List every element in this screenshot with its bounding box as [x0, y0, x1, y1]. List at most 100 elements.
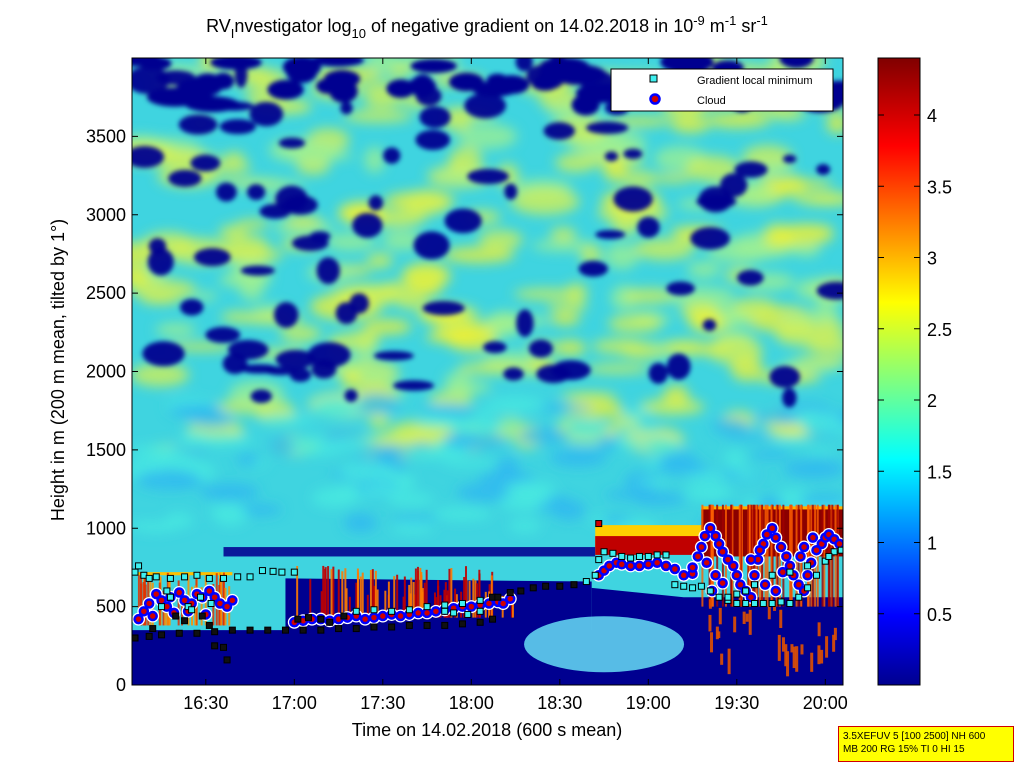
heatmap-cell: [613, 437, 645, 449]
heatmap-cell: [448, 418, 503, 436]
heatmap-cell: [383, 147, 401, 164]
cloud-marker: [745, 591, 757, 603]
gradient-minimum-marker: [149, 625, 157, 633]
heatmap-cell: [362, 318, 412, 335]
heatmap-cell: [811, 504, 814, 607]
heatmap-cell: [132, 66, 170, 94]
heatmap-cell: [655, 461, 711, 475]
heatmap-cell: [148, 238, 167, 255]
gradient-minimum-marker: [476, 618, 484, 626]
heatmap-cell: [779, 609, 783, 628]
cloud-marker: [811, 544, 822, 556]
heatmap-cell: [407, 77, 437, 96]
y-tick-label: 1000: [86, 518, 126, 538]
gradient-minimum-marker: [821, 557, 829, 565]
heatmap-cell: [200, 587, 203, 626]
heatmap-cell: [328, 437, 370, 451]
heatmap-cell: [585, 121, 629, 134]
heatmap-cell: [641, 436, 682, 453]
heatmap-cell: [402, 189, 451, 216]
heatmap-cell: [213, 504, 248, 527]
gradient-minimum-marker: [405, 621, 413, 629]
heatmap-cell: [826, 112, 843, 134]
gradient-minimum-marker: [476, 607, 484, 615]
gradient-minimum-marker: [340, 612, 348, 620]
heatmap-cell: [784, 644, 788, 667]
heatmap-cell: [341, 330, 381, 350]
heatmap-cell: [132, 146, 165, 168]
heatmap-cell: [311, 397, 363, 417]
x-tick-label: 20:00: [803, 693, 848, 713]
heatmap-cell: [219, 119, 256, 135]
heatmap-cell: [463, 576, 466, 618]
heatmap-cell: [468, 580, 471, 618]
heatmap-cell: [309, 579, 312, 618]
heatmap-cell: [806, 504, 809, 607]
gradient-minimum-marker: [733, 590, 741, 598]
y-tick-label: 2000: [86, 362, 126, 382]
heatmap-cell: [578, 260, 608, 277]
heatmap-cell: [409, 593, 412, 618]
heatmap-cell: [373, 585, 376, 618]
heatmap-cell: [739, 504, 742, 607]
heatmap-cell: [712, 504, 715, 607]
heatmap-cell: [510, 188, 580, 215]
heatmap-cell: [702, 319, 717, 332]
cloud-marker: [692, 551, 704, 562]
colorbar-tick-label: 0.5: [927, 605, 952, 625]
cloud-marker: [798, 541, 810, 553]
heatmap-cell: [776, 504, 779, 607]
gradient-minimum-marker: [220, 574, 228, 582]
gradient-minimum-marker: [768, 599, 776, 607]
heatmap-cell: [517, 427, 570, 445]
colorbar-tick-label: 2.5: [927, 320, 952, 340]
gradient-minimum-marker: [458, 620, 466, 628]
y-tick-label: 3000: [86, 205, 126, 225]
heatmap-cell: [537, 502, 562, 512]
legend-square-marker-icon: [649, 74, 658, 83]
gradient-minimum-marker: [269, 567, 277, 575]
heatmap-cell: [510, 594, 513, 618]
heatmap-cell: [278, 137, 306, 149]
gradient-minimum-marker: [370, 623, 378, 631]
colorbar-tick-label: 1.5: [927, 462, 952, 482]
heatmap-cell: [563, 398, 624, 419]
heatmap-cell: [514, 486, 544, 501]
heatmap-cell: [390, 515, 440, 523]
heatmap-cell: [363, 98, 402, 108]
gradient-minimum-marker: [751, 581, 759, 589]
gradient-minimum-marker: [644, 552, 652, 560]
heatmap-cell: [595, 230, 626, 240]
gradient-minimum-marker: [662, 551, 670, 559]
y-axis-label: Height in m (200 m mean, tilted by 1°): [48, 219, 68, 521]
cloud-marker: [696, 541, 707, 553]
footnote-line-1: 3.5XEFUV 5 [100 2500] NH 600: [843, 731, 986, 742]
heatmap-cell: [374, 570, 377, 618]
heatmap-cell: [708, 504, 711, 607]
cloud-marker: [701, 557, 712, 568]
gradient-minimum-marker: [689, 584, 697, 592]
heatmap-cell: [320, 591, 323, 618]
heatmap-cell: [767, 606, 771, 620]
heatmap-cell: [487, 396, 546, 413]
cloud-marker: [802, 570, 813, 581]
heatmap-cell: [708, 614, 712, 632]
heatmap-cell: [733, 616, 737, 633]
heatmap-cell: [734, 161, 768, 178]
heatmap-cell: [607, 314, 663, 333]
heatmap-cell: [132, 363, 190, 387]
heatmap-cell: [637, 216, 660, 238]
heatmap-cell: [167, 342, 236, 351]
heatmap-cell: [821, 504, 824, 607]
heatmap-cell: [648, 362, 668, 384]
heatmap-cell: [393, 576, 396, 618]
heatmap-cell: [278, 100, 312, 110]
gradient-minimum-marker: [595, 556, 603, 564]
cloud-marker: [775, 541, 787, 553]
heatmap-cell: [580, 245, 602, 265]
heatmap-cell: [833, 627, 837, 641]
colorbar: 0.5 1 1.5 2 2.5 3 3.5 4: [877, 57, 952, 686]
heatmap-cell: [483, 341, 507, 354]
heatmap-cell: [193, 291, 218, 301]
